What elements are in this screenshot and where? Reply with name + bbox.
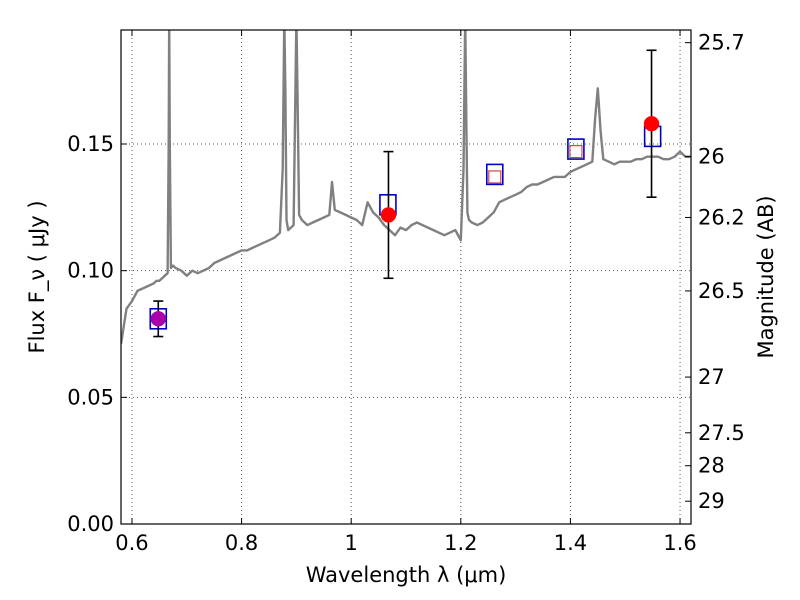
- right-tick-label: 28: [698, 454, 725, 478]
- x-tick-label: 1.6: [663, 531, 696, 555]
- right-tick-label: 27: [698, 365, 725, 389]
- plot-area: [121, 30, 691, 345]
- y-axis-label: Flux F_ν ( μJy ): [25, 200, 50, 353]
- model-flux-square: [567, 138, 585, 160]
- right-tick-label: 25.7: [698, 31, 745, 55]
- x-tick-label: 0.8: [225, 531, 258, 555]
- x-axis: 0.6 0.8 1 1.2 1.4 1.6: [115, 30, 697, 555]
- right-tick-label: 26.2: [698, 205, 745, 229]
- x-tick-label: 1: [345, 531, 358, 555]
- model-flux-square: [485, 163, 504, 186]
- grid-lines: [121, 30, 691, 524]
- y-tick-label: 0.15: [67, 132, 114, 156]
- y-tick-label: 0.05: [67, 385, 114, 409]
- observed-flux-point: [150, 311, 167, 327]
- right-axis: 25.7 26 26.2 26.5 27 27.5 28 29: [685, 31, 745, 513]
- x-tick-label: 1.4: [554, 531, 587, 555]
- plot-frame: [120, 29, 692, 525]
- x-axis-label: Wavelength λ (μm): [306, 563, 507, 587]
- right-axis-label: Magnitude (AB): [754, 195, 778, 358]
- x-tick-label: 0.6: [115, 531, 148, 555]
- right-tick-label: 29: [698, 489, 725, 513]
- right-tick-label: 27.5: [698, 421, 745, 445]
- small-square-marker: [569, 145, 583, 159]
- x-tick-label: 1.2: [444, 531, 477, 555]
- right-tick-label: 26: [698, 145, 725, 169]
- observed-flux-point: [643, 115, 660, 132]
- y-tick-label: 0.10: [67, 259, 114, 283]
- model-spectrum-line: [121, 30, 691, 345]
- small-square-marker: [488, 170, 502, 184]
- observed-flux-point: [380, 207, 397, 223]
- y-axis: 0.00 0.05 0.10 0.15: [67, 132, 127, 536]
- y-tick-label: 0.00: [67, 512, 114, 536]
- right-tick-label: 26.5: [698, 279, 745, 303]
